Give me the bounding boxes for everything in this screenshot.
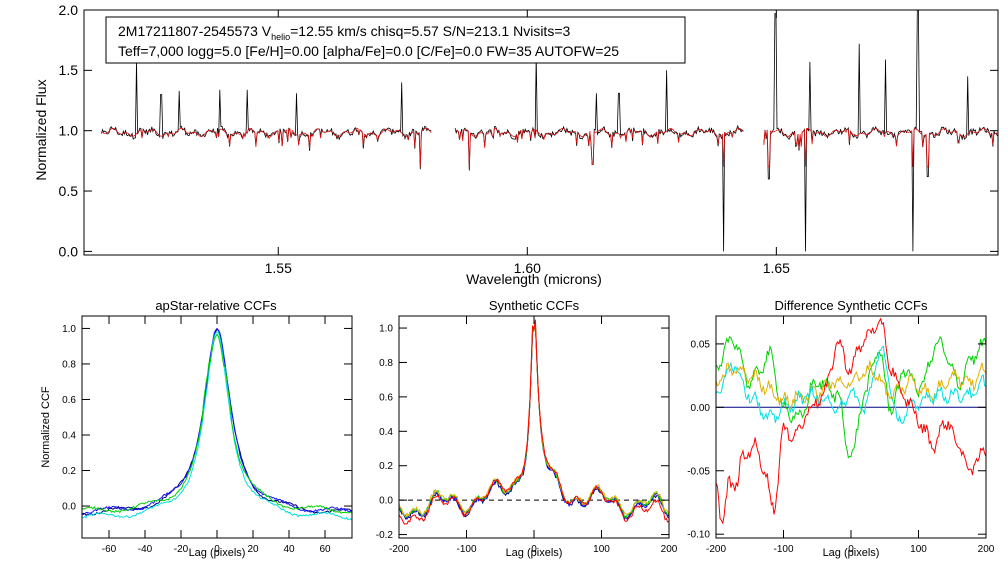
synthetic-ccf-panel: Synthetic CCFs -200 -100 0 100 200 -0.2 0.0 0.2… <box>376 298 678 559</box>
difference-ccf-xtick-label: -100 <box>773 544 793 555</box>
synthetic-ccf-xtick-label: 100 <box>593 544 610 555</box>
difference-ccf-ytick-label: 0.00 <box>691 403 711 414</box>
synthetic-ccf-plot-area <box>398 319 670 525</box>
apstar-ccf-xtick-label: -20 <box>174 544 189 555</box>
observed-spectrum-chip-1 <box>101 60 432 170</box>
difference-ccf-xtick-label: 200 <box>978 544 995 555</box>
spectrum-ytick-label: 1.0 <box>59 123 79 139</box>
spectrum-ticks: 1.55 1.60 1.65 0.0 0.5 1.0 1.5 2.0 <box>59 2 998 276</box>
apstar-ccf-ticks: -60 -40 -20 0 20 40 60 0.0 0.2 0.4 0.6 0.8 1.0 <box>62 316 352 555</box>
apstar-ccf-xtick-label: 20 <box>247 544 259 555</box>
synthetic-ccf-xtick-label: -200 <box>389 544 409 555</box>
apstar-ccf-ytick-label: 0.8 <box>62 359 76 370</box>
synthetic-ccf-ytick-label: 0.6 <box>379 392 393 403</box>
spectrum-xtick-label: 1.65 <box>763 260 790 276</box>
apstar-ccf-axes-frame <box>81 315 353 539</box>
spectrum-ytick-label: 1.5 <box>59 62 79 78</box>
series-syn-green <box>398 323 670 520</box>
difference-ccf-ticks: -200 -100 0 100 200 -0.10 -0.05 0.00 0.05 <box>687 316 995 555</box>
series-ccf-blue <box>81 327 353 516</box>
apstar-ccf-xlabel: Lag (pixels) <box>189 547 246 559</box>
apstar-ccf-xtick-label: -60 <box>102 544 117 555</box>
observed-spectrum-chip-3 <box>763 10 998 252</box>
synthetic-ccf-axes-frame <box>398 315 670 539</box>
model-spectrum-chip-2 <box>454 127 744 167</box>
spectrum-xtick-label: 1.55 <box>265 260 292 276</box>
synthetic-ccf-ytick-label: 1.0 <box>379 324 393 335</box>
apstar-ccf-ytick-label: 0.6 <box>62 395 76 406</box>
synthetic-ccf-ytick-label: 0.4 <box>379 427 393 438</box>
apstar-ccf-ytick-label: 0.4 <box>62 430 76 441</box>
series-ccf-navy <box>81 328 353 516</box>
apstar-ccf-ytick-label: 0.2 <box>62 466 76 477</box>
series-diff-cyan <box>715 345 987 425</box>
difference-ccf-ytick-label: -0.05 <box>687 466 710 477</box>
series-diff-red <box>715 317 987 525</box>
apstar-ccf-panel: apStar-relative CCFs -60 -40 -20 0 20 40 60 0.0… <box>40 298 353 559</box>
synthetic-ccf-xlabel: Lag (pixels) <box>506 547 563 559</box>
synthetic-ccf-xtick-label: 200 <box>661 544 678 555</box>
series-syn-orange <box>398 324 670 518</box>
spectrum-ytick-label: 2.0 <box>59 2 79 18</box>
synthetic-ccf-ytick-label: 0.0 <box>379 496 393 507</box>
spectrum-axes-frame <box>83 9 999 256</box>
difference-ccf-ytick-label: -0.10 <box>687 530 710 541</box>
series-diff-green <box>715 335 987 459</box>
spectrum-panel: 1.55 1.60 1.65 0.0 0.5 1.0 1.5 2.0 2M17211807-2… <box>33 2 999 287</box>
apstar-ccf-xtick-label: -40 <box>138 544 153 555</box>
difference-ccf-title: Difference Synthetic CCFs <box>775 298 928 313</box>
synthetic-ccf-ticks: -200 -100 0 100 200 -0.2 0.0 0.2 0.4 0.6 0.8 1.0 <box>376 316 678 555</box>
difference-ccf-xtick-label: 100 <box>910 544 927 555</box>
spectrum-ylabel: Normalized Flux <box>33 79 49 180</box>
spectrum-ytick-label: 0.5 <box>59 183 79 199</box>
difference-ccf-xlabel: Lag (pixels) <box>823 547 880 559</box>
series-syn-red <box>398 319 670 525</box>
apstar-ccf-ytick-label: 0.0 <box>62 502 76 513</box>
apstar-ccf-title: apStar-relative CCFs <box>155 298 277 313</box>
apstar-ccf-ylabel: Normalized CCF <box>40 386 52 468</box>
apstar-ccf-xtick-label: 60 <box>319 544 331 555</box>
difference-ccf-xtick-label: 0 <box>848 544 854 555</box>
difference-ccf-panel: Difference Synthetic CCFs -200 -100 0 100 20… <box>687 298 995 559</box>
series-syn-navy <box>398 324 670 521</box>
difference-ccf-xtick-label: -200 <box>706 544 726 555</box>
series-syn-blue <box>398 324 670 521</box>
synthetic-ccf-xtick-label: 0 <box>531 544 537 555</box>
apstar-ccf-xtick-label: 40 <box>283 544 295 555</box>
apstar-ccf-ytick-label: 1.0 <box>62 324 76 335</box>
model-spectrum-chip-1 <box>101 127 432 167</box>
info-line-2: Teff=7,000 logg=5.0 [Fe/H]=0.00 [alpha/F… <box>118 43 619 59</box>
synthetic-ccf-ytick-label: -0.2 <box>376 530 394 541</box>
spectrum-plot-area <box>101 10 998 252</box>
synthetic-ccf-ytick-label: 0.8 <box>379 358 393 369</box>
spectrum-ytick-label: 0.0 <box>59 243 79 259</box>
spectrum-xlabel: Wavelength (microns) <box>466 271 602 287</box>
difference-ccf-ytick-label: 0.05 <box>691 339 711 350</box>
spectrum-xtick-label: 1.60 <box>514 260 541 276</box>
series-ccf-green <box>81 333 353 514</box>
info-box <box>105 16 686 64</box>
observed-spectrum-chip-2 <box>454 54 744 252</box>
apstar-ccf-plot-area <box>81 327 353 521</box>
synthetic-ccf-xtick-label: -100 <box>456 544 476 555</box>
series-ccf-cyan <box>81 331 353 521</box>
info-line-1: 2M17211807-2545573 Vhelio=12.55 km/s chi… <box>118 23 570 42</box>
apstar-ccf-xtick-label: 0 <box>214 544 220 555</box>
model-spectrum-chip-3 <box>763 128 998 168</box>
synthetic-ccf-ytick-label: 0.2 <box>379 461 393 472</box>
synthetic-ccf-title: Synthetic CCFs <box>489 298 580 313</box>
series-diff-orange <box>715 360 987 409</box>
difference-ccf-plot-area <box>715 317 987 525</box>
